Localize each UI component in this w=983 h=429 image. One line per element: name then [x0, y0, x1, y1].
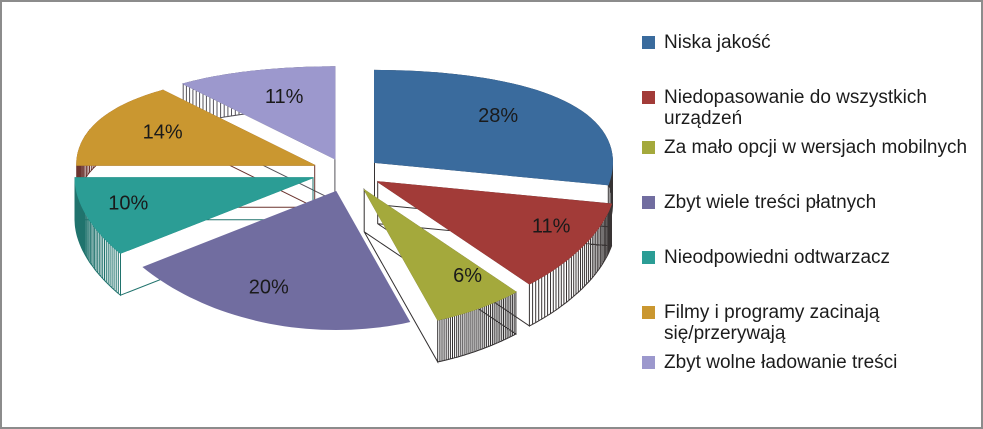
legend-swatch [642, 91, 655, 104]
legend-item-za-malo-opcji: Za mało opcji w wersjach mobilnych [642, 137, 980, 158]
legend-swatch [642, 196, 655, 209]
pie-slice-6 [181, 66, 336, 202]
legend-swatch [642, 356, 655, 369]
pie-percent-label: 11% [532, 215, 571, 237]
legend-item-zbyt-wolne-ladowanie: Zbyt wolne ładowanie treści [642, 352, 980, 373]
pie-slice-top [181, 66, 336, 160]
pie-slice-top [142, 190, 411, 331]
pie-slice-3 [142, 190, 411, 372]
pie-percent-label: 14% [143, 122, 183, 144]
legend-item-zbyt-wiele-tresci: Zbyt wiele treści płatnych [642, 192, 980, 213]
pie-slice-top [377, 181, 613, 285]
legend-item-niska-jakosc: Niska jakość [642, 32, 980, 53]
pie-slice-1 [377, 180, 613, 327]
pie-percent-label: 10% [108, 192, 148, 214]
pie-slice-top [76, 89, 315, 166]
pie-percent-label: 11% [265, 86, 304, 108]
legend-label: Niedopasowanie do wszystkich urządzeń [664, 87, 927, 129]
pie-slice-top [374, 69, 614, 186]
legend-item-niedopasowanie: Niedopasowanie do wszystkich urządzeń [642, 87, 980, 129]
legend-label: Za mało opcji w wersjach mobilnych [664, 137, 968, 158]
legend-swatch [642, 306, 655, 319]
pie-chart: 28% 11% 6% 20% 10% 14% 11% [74, 66, 614, 372]
legend-label: Filmy i programy zacinają się/przerywają [664, 302, 880, 344]
legend-swatch [642, 36, 655, 49]
legend-label: Niska jakość [664, 32, 771, 53]
pie-slice-4 [74, 176, 314, 297]
legend-swatch [642, 251, 655, 264]
chart-legend: Niska jakość Niedopasowanie do wszystkic… [642, 32, 980, 407]
legend-item-nieodpowiedni-odtwarzacz: Nieodpowiedni odtwarzacz [642, 247, 980, 268]
legend-label: Nieodpowiedni odtwarzacz [664, 247, 891, 268]
pie-percent-label: 28% [478, 105, 518, 127]
pie-slice-2 [363, 187, 517, 364]
legend-label: Zbyt wiele treści płatnych [664, 192, 877, 213]
pie-percent-label: 6% [453, 265, 482, 287]
pie-percent-label: 20% [249, 277, 289, 299]
legend-item-filmy-programy: Filmy i programy zacinają się/przerywają [642, 302, 980, 344]
legend-label: Zbyt wolne ładowanie treści [664, 352, 898, 373]
pie-slice-top [363, 189, 517, 321]
pie-slice-0 [374, 69, 614, 228]
legend-swatch [642, 141, 655, 154]
pie-slice-top [74, 177, 314, 254]
